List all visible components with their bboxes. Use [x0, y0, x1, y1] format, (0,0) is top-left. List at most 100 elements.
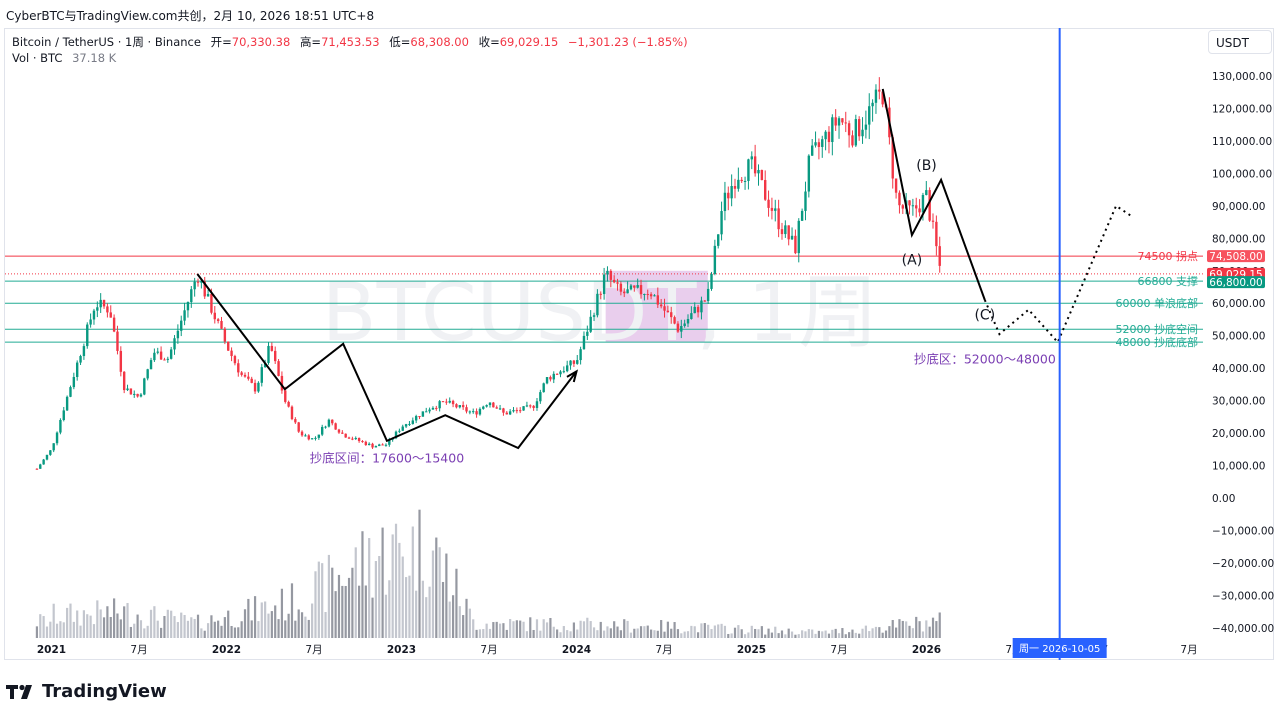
volume-label[interactable]: Vol · BTC	[12, 51, 63, 65]
wave-line-0[interactable]	[196, 273, 578, 450]
volume-bar	[321, 563, 324, 638]
candle-body	[180, 320, 183, 331]
x-axis-tick-10: 2026	[912, 644, 941, 656]
annotation-3[interactable]: (B)	[916, 158, 937, 174]
candle-body	[169, 349, 173, 359]
candle-body	[515, 410, 519, 412]
volume-bar	[673, 622, 676, 638]
volume-bar	[767, 628, 770, 638]
candle-body	[435, 407, 438, 409]
candle-body	[894, 178, 898, 193]
volume-bar	[790, 631, 794, 638]
volume-bar	[743, 634, 747, 638]
annotation-0[interactable]: 抄底区间：17600～15400	[310, 450, 465, 465]
volume-bar	[334, 591, 337, 638]
candle-body	[394, 431, 398, 439]
candle-body	[116, 331, 119, 351]
volume-bar	[710, 629, 713, 638]
volume-bar	[42, 616, 45, 638]
volume-bar	[475, 629, 478, 638]
candle-body	[163, 359, 166, 361]
volume-bar	[653, 630, 656, 638]
candle-body	[599, 293, 602, 295]
volume-bar	[79, 625, 82, 638]
volume-bar	[854, 632, 857, 638]
volume-bar	[223, 617, 226, 638]
candle-body	[851, 135, 854, 146]
volume-bar	[438, 547, 441, 638]
low-value: 68,308.00	[410, 35, 469, 49]
volume-bar	[599, 621, 602, 638]
volume-bar	[707, 624, 710, 638]
candle-body	[297, 422, 300, 432]
volume-bar	[304, 616, 307, 638]
volume-bar	[441, 581, 445, 638]
candle-body	[200, 281, 203, 283]
volume-bar	[76, 610, 79, 638]
volume-bar	[173, 616, 176, 638]
candle-body	[623, 291, 626, 294]
volume-bar	[123, 606, 126, 638]
candle-body	[250, 378, 253, 383]
volume-bar	[35, 626, 39, 638]
volume-bar	[777, 633, 780, 638]
candle-body	[277, 361, 280, 376]
candle-body	[901, 205, 905, 209]
candle-body	[344, 433, 347, 438]
volume-bar	[180, 612, 183, 638]
candle-body	[89, 319, 92, 325]
volume-bar	[888, 626, 891, 638]
volume-bar	[807, 629, 810, 638]
candle-body	[928, 190, 931, 221]
candle-body	[649, 294, 653, 297]
volume-bar	[515, 620, 518, 638]
y-axis-tick-3: 100,000.00	[1212, 168, 1272, 180]
volume-bar	[213, 621, 216, 638]
candle-body	[730, 186, 733, 199]
volume-bar	[505, 629, 508, 638]
volume-bar	[133, 623, 136, 638]
volume-bar	[717, 624, 720, 638]
volume-bar	[754, 628, 757, 638]
candle-body	[757, 169, 760, 174]
volume-bar	[784, 634, 787, 638]
volume-bar	[62, 622, 65, 638]
volume-bar	[415, 590, 418, 638]
candle-body	[364, 441, 368, 446]
volume-bar	[287, 613, 290, 638]
volume-bar	[596, 630, 599, 638]
annotation-1[interactable]: 抄底区：52000～48000	[914, 351, 1056, 366]
volume-bar	[381, 527, 384, 638]
candle-body	[253, 382, 257, 392]
candle-body	[639, 285, 643, 295]
volume-bar	[878, 627, 881, 638]
x-axis-tick-9: 7月	[830, 644, 847, 656]
volume-bar	[341, 585, 344, 638]
candle-body	[925, 190, 928, 195]
currency-button[interactable]: USDT	[1208, 30, 1272, 54]
candle-body	[676, 323, 680, 332]
candle-body	[935, 221, 938, 247]
symbol-name[interactable]: Bitcoin / TetherUS · 1周 · Binance	[12, 35, 201, 49]
candle-body	[414, 416, 418, 421]
candle-body	[569, 360, 572, 366]
annotation-4[interactable]: (C)	[974, 307, 995, 323]
candle-body	[821, 139, 824, 147]
candle-body	[166, 358, 170, 360]
level-label-4: 52000 抄底空间	[1116, 322, 1199, 336]
tradingview-logo[interactable]: TradingView	[6, 681, 167, 702]
volume-bar	[331, 567, 334, 638]
forecast-path[interactable]	[983, 204, 1132, 345]
price-label-2: 66,800.00	[1209, 277, 1262, 289]
candle-body	[706, 288, 710, 301]
candle-body	[508, 411, 512, 415]
volume-bar	[851, 629, 854, 638]
candle-body	[703, 300, 706, 302]
candle-body	[388, 439, 391, 445]
wave-line-1[interactable]	[881, 88, 986, 301]
volume-bar	[314, 571, 317, 638]
annotation-2[interactable]: (A)	[902, 252, 923, 268]
volume-bar	[240, 621, 243, 638]
date-marker-label: 周一 2026-10-05	[1019, 643, 1100, 655]
